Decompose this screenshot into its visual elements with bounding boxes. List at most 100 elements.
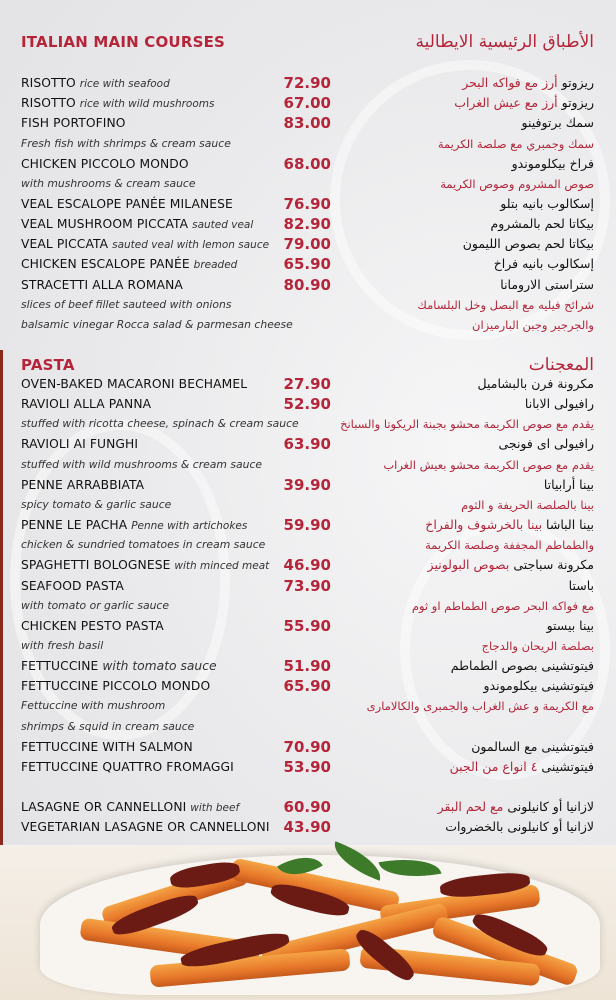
item-name-en: RAVIOLI ALLA PANNA	[21, 394, 151, 414]
description-en: stuffed with wild mushrooms & cream sauc…	[21, 457, 263, 471]
item-name-arabic: بينا أرابياتا	[543, 476, 594, 492]
item-name-en: PENNE ARRABBIATA	[21, 475, 144, 495]
menu-item: RISOTTO rice with seafood 72.90 ريزوتو أرز…	[21, 73, 594, 93]
item-price: 68.00	[283, 154, 331, 173]
item-name-arabic: فراخ بيكلوموندو	[511, 155, 594, 171]
item-name-en: RISOTTO rice with wild mushrooms	[21, 93, 214, 114]
item-price: 63.90	[283, 435, 331, 454]
item-price: 80.90	[283, 275, 331, 294]
item-name-arabic: إسكالوب بانيه بتلو	[500, 195, 594, 211]
menu-item-description: shrimps & squid in cream sauce	[21, 717, 594, 737]
item-name: FETTUCCINE QUATTRO FROMAGGI	[21, 759, 234, 774]
item-name: SEAFOOD PASTA	[21, 578, 124, 593]
item-name: RAVIOLI AI FUNGHI	[21, 437, 139, 452]
item-name-en: SEAFOOD PASTA	[21, 576, 124, 596]
item-name-en: VEAL MUSHROOM PICCATA sauted veal	[21, 214, 253, 235]
section-title-ar: المعجنات	[528, 355, 594, 375]
description-ar: بينا بالصلصة الحريفة و الثوم	[461, 497, 594, 512]
menu-item: FETTUCCINE WITH SALMON 70.90 فيتوتشينى مع …	[21, 737, 594, 757]
menu-item-description: stuffed with ricotta cheese, spinach & c…	[21, 414, 594, 434]
menu-item-description: stuffed with wild mushrooms & cream sauc…	[21, 455, 594, 475]
item-price: 65.90	[283, 255, 331, 274]
menu-item: CHICKEN ESCALOPE PANÉE breaded 65.90 إسكال…	[21, 254, 594, 274]
item-price: 83.00	[283, 114, 331, 133]
menu-item: VEAL PICCATA sauted veal with lemon sauc…	[21, 234, 594, 254]
description-en: Fresh fish with shrimps & cream sauce	[21, 136, 231, 150]
item-name-arabic: ريزوتو	[561, 95, 594, 111]
item-name-en: CHICKEN ESCALOPE PANÉE breaded	[21, 254, 237, 275]
item-name-ar: ريزوتو أرز مع فواكه البحر	[462, 73, 594, 93]
description-ar: مع الكريمة و عش الغراب والجمبرى والكالام…	[366, 699, 594, 714]
item-name: CHICKEN PESTO PASTA	[21, 618, 164, 633]
description-ar: بصلصة الريحان والدجاج	[481, 638, 594, 653]
menu-item-description: slices of beef fillet sauteed with onion…	[21, 295, 594, 315]
item-name: PENNE LE PACHA	[21, 518, 128, 532]
item-price: 43.90	[283, 818, 331, 837]
item-name-arabic: لازانيا أو كانيلونى	[507, 799, 594, 815]
background-swirl	[10, 420, 230, 740]
pasta-photo	[0, 841, 616, 1000]
item-note: breaded	[193, 259, 238, 272]
item-name-en: VEGETARIAN LASAGNE OR CANNELLONI	[21, 817, 270, 837]
description-en: with mushrooms & cream sauce	[21, 176, 196, 190]
menu-item: VEAL ESCALOPE PANÉE MILANESE 76.90 إسكالوب…	[21, 194, 594, 214]
item-name-arabic: فيتوتشينى بيكلوموندو	[483, 678, 594, 694]
item-name-arabic: بينا الباشا	[546, 517, 594, 532]
item-name-en: VEAL ESCALOPE PANÉE MILANESE	[21, 194, 233, 214]
description-en: spicy tomato & garlic sauce	[21, 497, 172, 511]
item-note-arabic: ٤ انواع من الجبن	[449, 758, 538, 774]
menu-item: RAVIOLI ALLA PANNA 52.90 رافيولى الابانا	[21, 394, 594, 414]
item-price: 73.90	[283, 576, 331, 595]
item-note-arabic: بينا بالخرشوف والفراخ	[425, 517, 543, 532]
description-ar: يقدم مع صوص الكريمة محشو بجبنة الريكوتا …	[340, 417, 594, 432]
item-name-ar: لازانيا أو كانيلونى بالخضروات	[445, 817, 594, 837]
item-name-arabic: رافيولى الابانا	[524, 396, 594, 412]
item-note: Penne with artichokes	[131, 520, 248, 532]
item-name-arabic: فيتوتشينى بصوص الطماطم	[450, 658, 594, 674]
item-price: 55.90	[283, 616, 331, 635]
menu-item: OVEN-BAKED MACARONI BECHAMEL 27.90 مكرونة …	[21, 374, 594, 394]
item-name: STRACETTI ALLA ROMANA	[21, 277, 183, 292]
item-name-en: FETTUCCINE QUATTRO FROMAGGI	[21, 757, 234, 777]
menu-item: CHICKEN PESTO PASTA 55.90 بينا بيستو	[21, 616, 594, 636]
item-name-ar: بينا أرابياتا	[544, 475, 594, 495]
item-note: sauted veal with lemon sauce	[112, 239, 270, 252]
item-name: OVEN-BAKED MACARONI BECHAMEL	[21, 377, 248, 391]
item-name-en: STRACETTI ALLA ROMANA	[21, 275, 183, 295]
background-swirl	[330, 60, 610, 340]
item-name: FETTUCCINE	[21, 659, 99, 674]
item-name-arabic: بيكاتا لحم بالمشروم	[490, 216, 594, 232]
item-name: RAVIOLI ALLA PANNA	[21, 397, 152, 412]
description-en: slices of beef fillet sauteed with onion…	[21, 297, 232, 311]
item-name-en: OVEN-BAKED MACARONI BECHAMEL	[21, 374, 247, 394]
item-name: LASAGNE OR CANNELLONI	[21, 800, 187, 815]
menu-item: STRACETTI ALLA ROMANA 80.90 ستراستى الاروم…	[21, 275, 594, 295]
menu-item-description: with tomato or garlic sauce مع فواكه البح…	[21, 596, 594, 616]
item-name-arabic: بيكاتا لحم بصوص الليمون	[462, 236, 594, 252]
item-name-en: FISH PORTOFINO	[21, 113, 126, 133]
item-name: FETTUCCINE PICCOLO MONDO	[21, 679, 211, 694]
menu-item: RAVIOLI AI FUNGHI 63.90 رافيولى اى فونجى	[21, 434, 594, 454]
item-name-ar: إسكالوب بانيه بتلو	[500, 194, 594, 214]
item-name-ar: بيكاتا لحم بصوص الليمون	[463, 234, 594, 254]
description-ar: شرائح فيليه مع البصل وخل البلسامك	[417, 297, 594, 312]
item-name-ar: بينا الباشا بينا بالخرشوف والفراخ	[425, 515, 594, 535]
item-name-en: FETTUCCINE WITH SALMON	[21, 737, 193, 757]
item-name: RISOTTO	[21, 96, 76, 111]
menu-item: FETTUCCINE PICCOLO MONDO 65.90 فيتوتشينى ب…	[21, 676, 594, 696]
section-heading: ITALIAN MAIN COURSES الأطباق الرئيسية الا…	[21, 30, 594, 54]
description-en: with tomato or garlic sauce	[21, 598, 169, 612]
item-name-en: RISOTTO rice with seafood	[21, 73, 170, 94]
description-ar: مع فواكه البحر صوص الطماطم او ثوم	[411, 598, 594, 613]
description-ar: والطماطم المجففة وصلصة الكريمة	[425, 538, 594, 553]
item-price: 39.90	[283, 475, 331, 494]
item-note: rice with wild mushrooms	[79, 98, 215, 111]
description-en: shrimps & squid in cream sauce	[21, 719, 195, 733]
menu-item-description: with mushrooms & cream sauce صوص المشروم …	[21, 174, 594, 194]
item-name: VEAL PICCATA	[21, 237, 109, 252]
menu-item: SEAFOOD PASTA 73.90 باستا	[21, 576, 594, 596]
item-price: 53.90	[283, 757, 331, 776]
item-name-en: FETTUCCINE with tomato sauce	[21, 656, 217, 676]
item-price: 82.90	[283, 215, 331, 234]
